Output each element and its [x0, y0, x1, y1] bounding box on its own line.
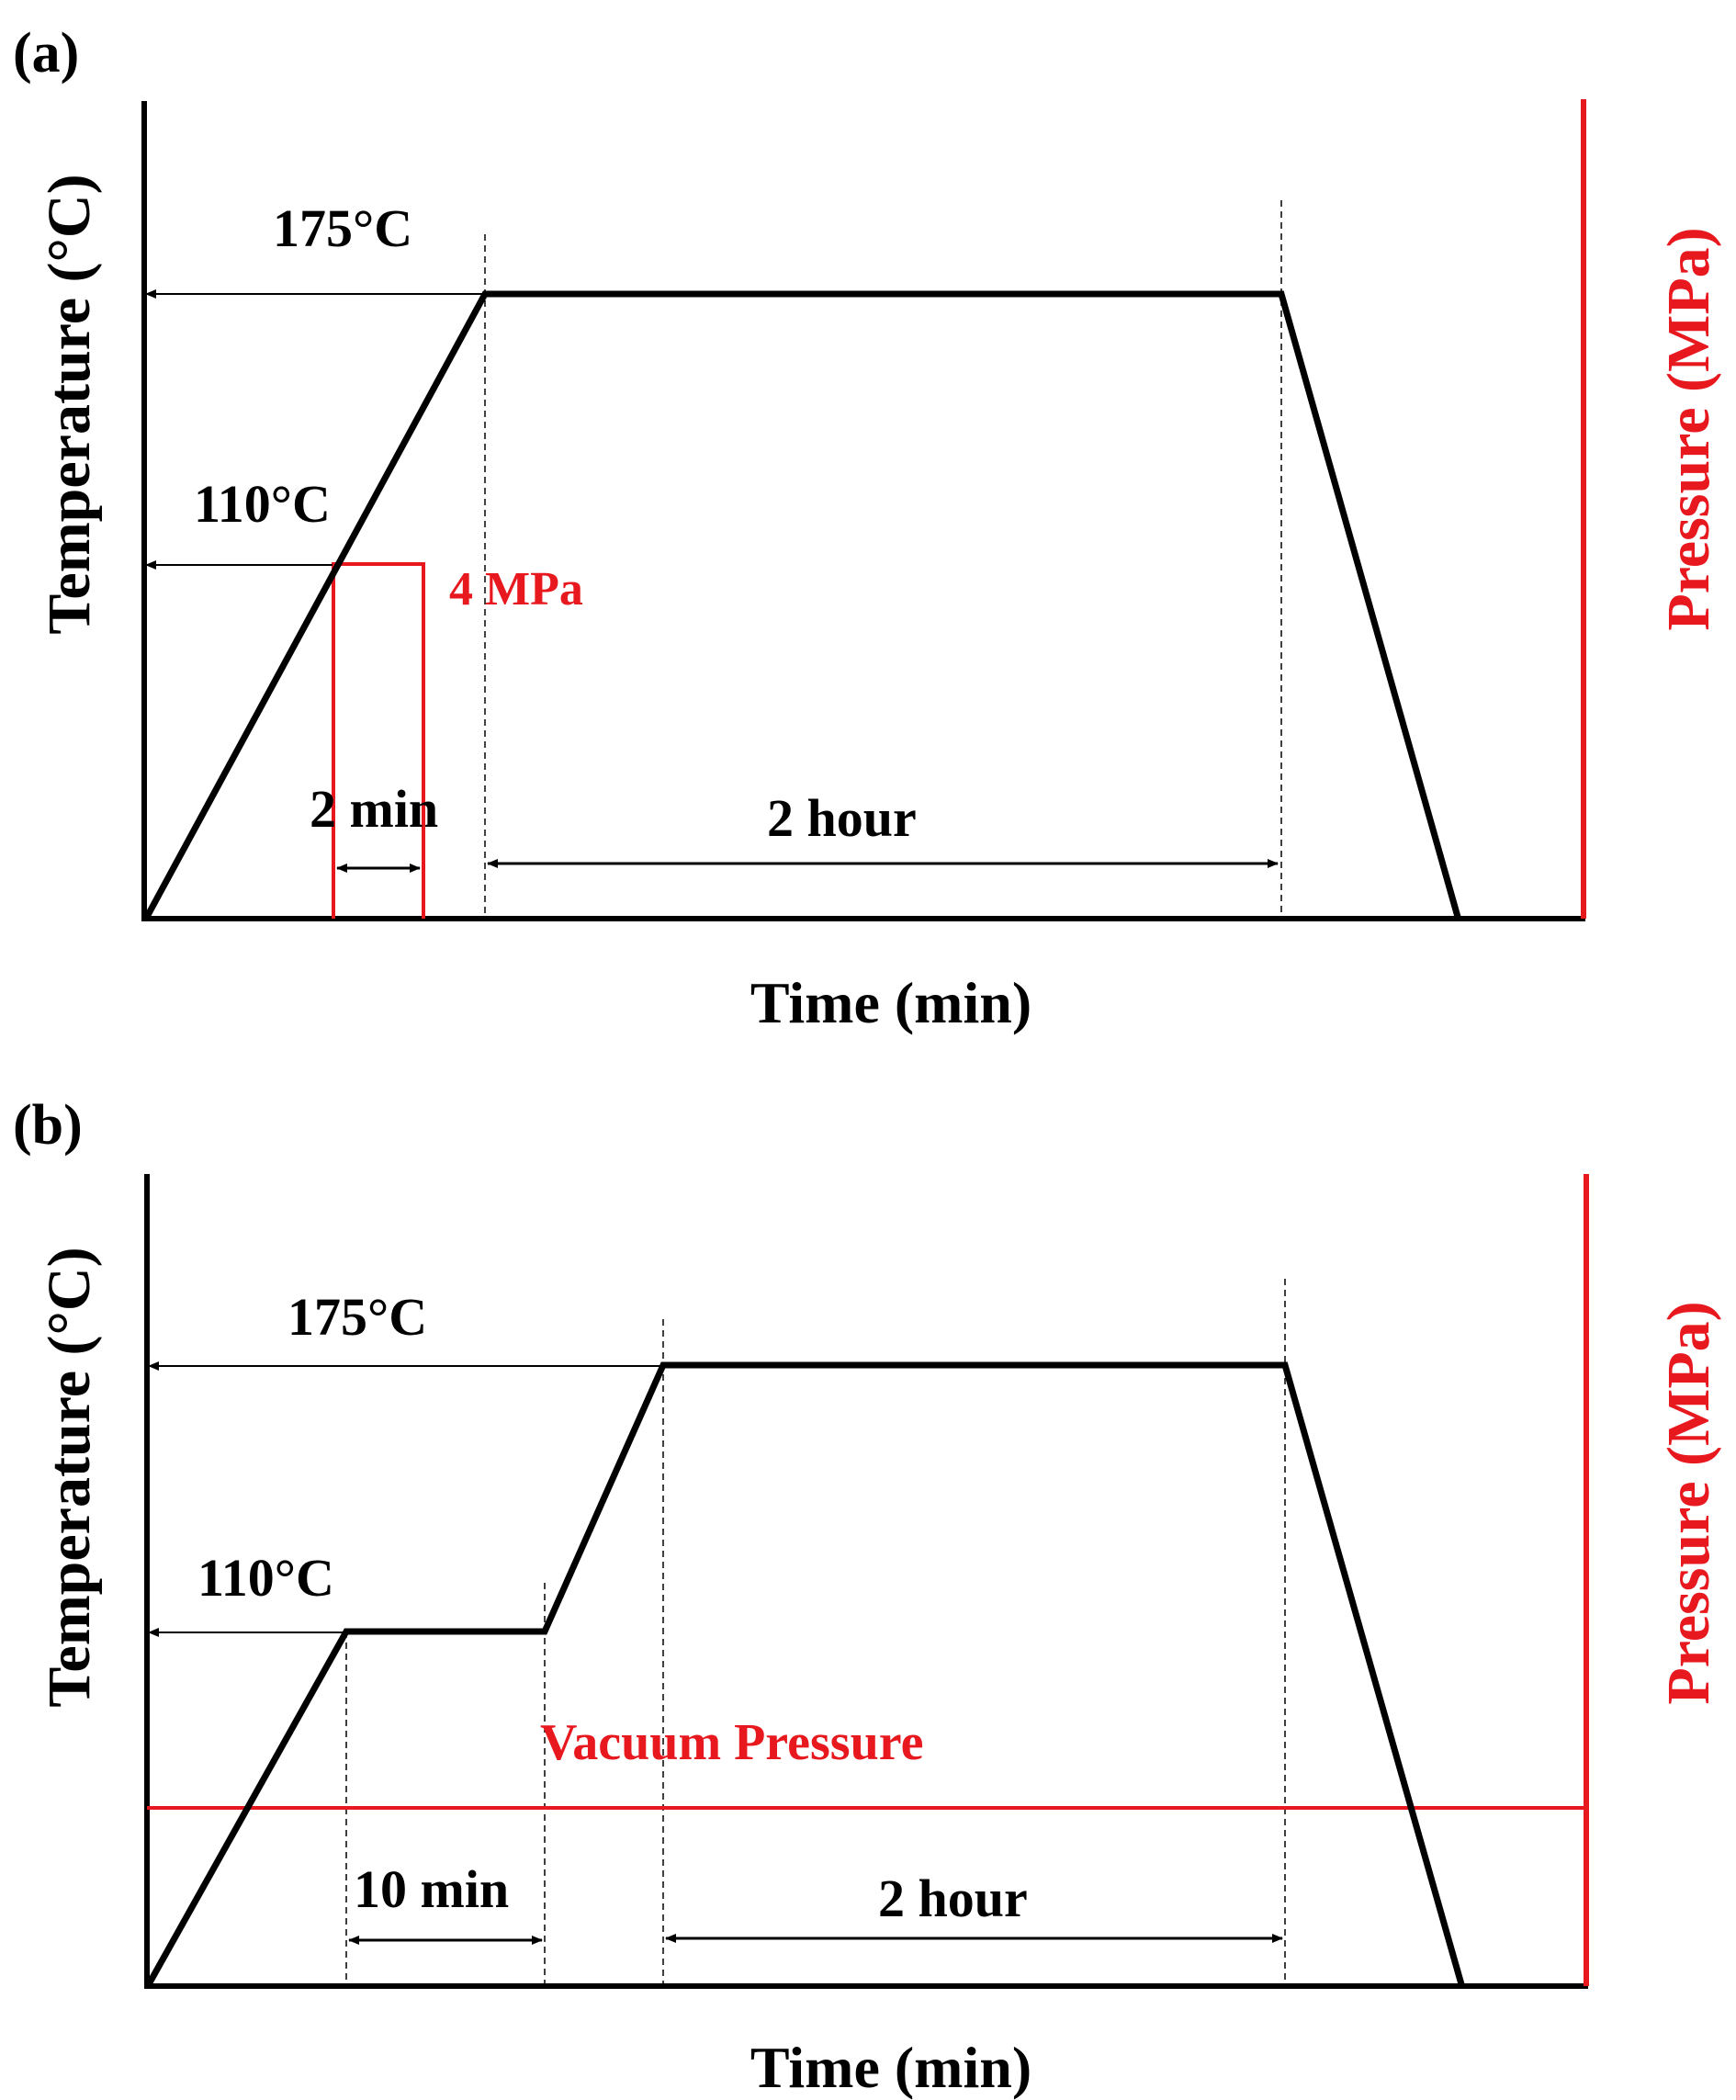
panel-a-short-interval-label: 2 min — [310, 779, 438, 839]
panel-b-temp-high-label: 175°C — [287, 1287, 427, 1347]
panel-a: (a) 175°C 110°C 4 MPa 2 min 2 hour Time … — [13, 22, 1722, 1035]
panel-a-temperature-curve — [143, 290, 1461, 919]
panel-a-temp-mid-label: 110°C — [194, 474, 331, 534]
panel-b-y-axis-label: Temperature (°C) — [36, 1247, 103, 1707]
panel-b: (b) 175°C 110°C Vacuum Pressure 10 min 2… — [13, 1094, 1722, 2100]
panel-b-y2-axis-label: Pressure (MPa) — [1655, 1301, 1722, 1704]
panel-b-tag: (b) — [13, 1094, 83, 1157]
panel-b-temp-mid-label: 110°C — [197, 1548, 334, 1608]
panel-a-tag: (a) — [13, 22, 79, 85]
panel-a-y2-axis-label: Pressure (MPa) — [1655, 227, 1722, 630]
panel-b-short-interval-label: 10 min — [354, 1859, 509, 1919]
panel-a-x-axis-label: Time (min) — [750, 970, 1031, 1035]
panel-a-long-interval-label: 2 hour — [767, 788, 917, 848]
panel-a-y-axis-label: Temperature (°C) — [36, 174, 103, 634]
panel-a-temp-high-label: 175°C — [273, 198, 412, 258]
panel-b-temperature-curve — [145, 1361, 1465, 1986]
panel-b-x-axis-label: Time (min) — [750, 2035, 1031, 2100]
panel-b-pressure-value-label: Vacuum Pressure — [540, 1714, 923, 1771]
panel-a-pressure-value-label: 4 MPa — [449, 563, 583, 615]
panel-b-long-interval-label: 2 hour — [878, 1869, 1028, 1928]
panel-a-pressure-pulse — [332, 562, 425, 919]
